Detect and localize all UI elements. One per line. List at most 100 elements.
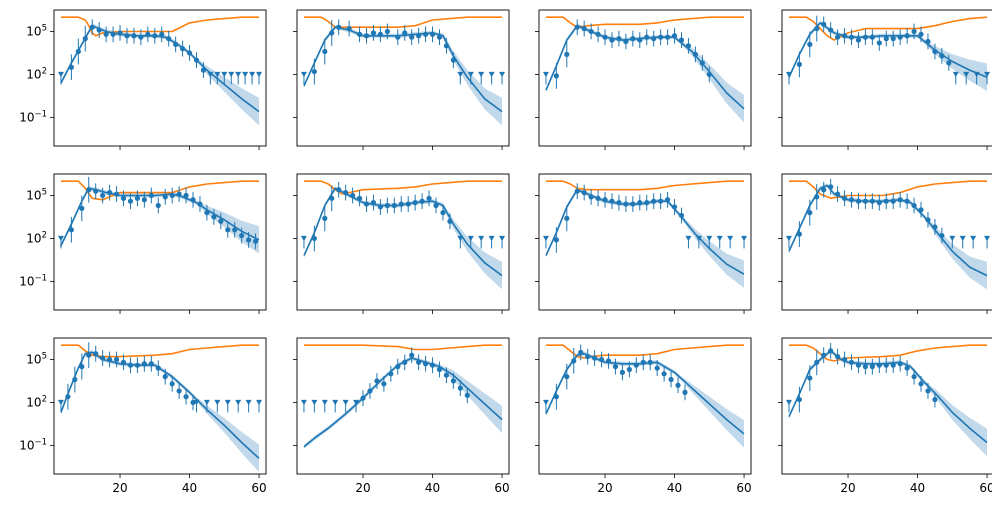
- data-point: [457, 385, 463, 391]
- data-point: [148, 361, 154, 367]
- data-point: [807, 41, 813, 47]
- data-point: [574, 188, 580, 194]
- x-tick-label: 40: [425, 481, 440, 495]
- data-point: [370, 200, 377, 206]
- data-point: [141, 361, 147, 367]
- y-tick-exponent: −1: [34, 437, 47, 447]
- data-point: [336, 187, 342, 193]
- model-curve: [546, 344, 744, 359]
- data-point: [883, 362, 889, 368]
- subplot: [778, 9, 992, 150]
- y-tick-label: 10−1: [19, 109, 47, 124]
- data-point: [405, 201, 411, 207]
- y-tick-base: 10: [26, 352, 41, 366]
- data-point: [398, 201, 404, 207]
- plot-area: [57, 342, 263, 472]
- data-point: [932, 224, 938, 230]
- data-point: [807, 375, 813, 381]
- data-point: [197, 201, 203, 207]
- y-tick-label: 10−1: [19, 273, 47, 288]
- data-point: [384, 28, 390, 35]
- data-point: [609, 198, 615, 204]
- data-point: [828, 184, 834, 190]
- model-curve: [789, 344, 987, 362]
- data-point: [925, 388, 931, 394]
- data-point: [876, 200, 882, 206]
- axes-frame: [296, 9, 510, 147]
- data-point: [553, 73, 559, 79]
- y-tick-base: 10: [26, 24, 41, 38]
- model-curve: [789, 16, 988, 41]
- model-curve: [546, 16, 744, 29]
- data-point: [388, 371, 394, 377]
- data-point: [671, 204, 678, 210]
- fit-confidence-band: [789, 183, 987, 290]
- axes-frame: [538, 173, 752, 311]
- x-tick-label: 20: [355, 481, 370, 495]
- model-curve: [304, 344, 502, 351]
- data-point: [644, 200, 650, 206]
- data-point: [848, 359, 855, 365]
- data-point: [152, 33, 158, 39]
- data-point: [828, 348, 834, 354]
- y-tick-base: 10: [26, 188, 41, 202]
- data-point: [127, 362, 134, 368]
- data-point: [179, 46, 186, 52]
- data-point: [796, 61, 802, 67]
- data-point: [897, 197, 903, 203]
- data-point: [682, 389, 688, 395]
- data-point: [322, 48, 328, 55]
- data-point: [630, 201, 636, 207]
- data-point: [904, 365, 910, 371]
- data-point: [402, 30, 408, 36]
- data-point: [890, 36, 896, 42]
- data-point: [664, 34, 671, 40]
- data-point: [120, 195, 127, 201]
- data-point: [162, 374, 168, 380]
- data-point: [925, 217, 931, 223]
- data-point: [416, 359, 422, 365]
- y-tick-exponent: −1: [34, 273, 47, 283]
- data-point: [93, 188, 99, 194]
- data-point: [311, 235, 317, 242]
- subplot: 20 40 60: [778, 337, 992, 495]
- data-point: [79, 205, 85, 211]
- data-point: [447, 218, 453, 224]
- axes-frame: [53, 173, 267, 311]
- data-point: [412, 200, 418, 206]
- axes-frame: [781, 337, 992, 475]
- data-point: [633, 362, 639, 368]
- data-point: [377, 204, 384, 210]
- data-point: [450, 378, 456, 384]
- data-point: [835, 191, 841, 197]
- data-point: [218, 218, 224, 224]
- model-curve: [789, 180, 987, 200]
- data-point: [637, 200, 643, 206]
- data-point: [86, 352, 92, 358]
- data-point: [107, 190, 113, 196]
- data-point: [329, 195, 335, 201]
- data-point: [96, 27, 102, 33]
- x-tick-label: 40: [182, 481, 197, 495]
- data-point: [169, 192, 175, 199]
- data-point: [595, 31, 601, 37]
- data-point: [367, 388, 373, 394]
- fit-confidence-band: [789, 20, 987, 92]
- subplot: 105 102 10−1: [19, 9, 267, 150]
- plot-area: [300, 344, 503, 449]
- data-point: [612, 364, 619, 370]
- data-point: [658, 34, 664, 40]
- model-curve: [304, 16, 502, 29]
- plot-area: [785, 179, 991, 290]
- data-point: [835, 34, 841, 40]
- y-tick-label: 102: [26, 66, 47, 81]
- data-point: [239, 232, 245, 239]
- plot-area: [57, 16, 263, 126]
- data-point: [443, 372, 450, 378]
- data-point: [598, 356, 605, 363]
- data-point: [796, 396, 802, 403]
- y-tick-label: 105: [26, 23, 47, 38]
- data-point: [869, 34, 875, 40]
- data-point: [120, 359, 127, 365]
